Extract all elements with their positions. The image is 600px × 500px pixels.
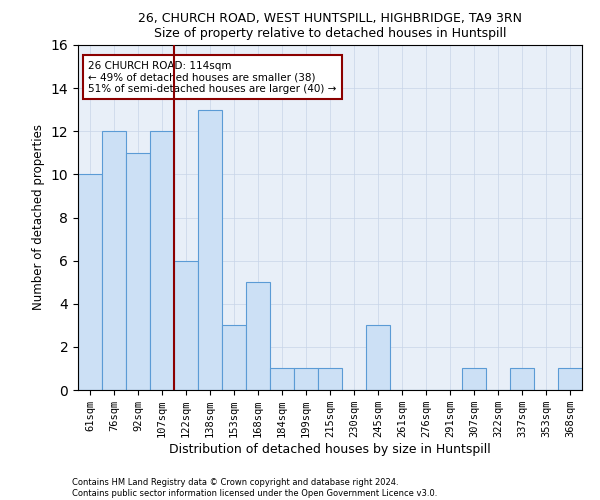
- Y-axis label: Number of detached properties: Number of detached properties: [32, 124, 45, 310]
- Bar: [198, 110, 222, 390]
- Bar: [270, 368, 294, 390]
- Bar: [102, 131, 126, 390]
- Bar: [222, 326, 246, 390]
- Bar: [126, 153, 150, 390]
- Text: 26 CHURCH ROAD: 114sqm
← 49% of detached houses are smaller (38)
51% of semi-det: 26 CHURCH ROAD: 114sqm ← 49% of detached…: [88, 60, 337, 94]
- Bar: [366, 326, 390, 390]
- X-axis label: Distribution of detached houses by size in Huntspill: Distribution of detached houses by size …: [169, 443, 491, 456]
- Bar: [462, 368, 486, 390]
- Bar: [174, 260, 198, 390]
- Title: 26, CHURCH ROAD, WEST HUNTSPILL, HIGHBRIDGE, TA9 3RN
Size of property relative t: 26, CHURCH ROAD, WEST HUNTSPILL, HIGHBRI…: [138, 12, 522, 40]
- Bar: [318, 368, 342, 390]
- Bar: [510, 368, 534, 390]
- Bar: [78, 174, 102, 390]
- Bar: [150, 131, 174, 390]
- Bar: [246, 282, 270, 390]
- Bar: [558, 368, 582, 390]
- Text: Contains HM Land Registry data © Crown copyright and database right 2024.
Contai: Contains HM Land Registry data © Crown c…: [72, 478, 437, 498]
- Bar: [294, 368, 318, 390]
